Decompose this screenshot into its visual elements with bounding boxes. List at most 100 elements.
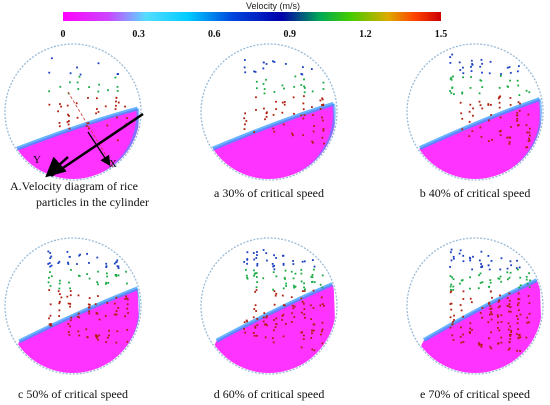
particle xyxy=(67,323,70,325)
particle xyxy=(49,252,52,254)
particle xyxy=(266,324,268,327)
particle xyxy=(478,342,480,344)
particle xyxy=(449,90,452,92)
particle xyxy=(489,308,492,310)
panel-caption: d 60% of critical speed xyxy=(214,387,325,401)
particle xyxy=(88,306,91,309)
particle xyxy=(301,311,303,314)
particle xyxy=(281,319,284,321)
particle xyxy=(67,123,70,126)
particle xyxy=(300,114,303,117)
particle xyxy=(48,317,50,320)
particle xyxy=(49,285,52,287)
particle xyxy=(477,287,480,290)
particle xyxy=(508,276,511,279)
particle xyxy=(255,108,257,111)
particle xyxy=(116,265,119,268)
particle xyxy=(499,275,502,278)
particle xyxy=(105,281,108,284)
particle xyxy=(489,60,492,63)
particle xyxy=(116,259,119,262)
particle xyxy=(96,108,98,110)
particle xyxy=(57,262,60,265)
particle xyxy=(478,343,481,346)
particle xyxy=(462,290,465,293)
particle xyxy=(489,279,492,281)
particle xyxy=(525,124,528,127)
particle xyxy=(300,84,303,86)
particle xyxy=(462,66,464,69)
bed-surface-layer xyxy=(211,101,335,151)
particle xyxy=(517,309,520,312)
panel-caption: c 50% of critical speed xyxy=(18,387,128,401)
particle xyxy=(265,316,268,319)
particle xyxy=(460,112,463,115)
particle xyxy=(300,272,303,275)
particle xyxy=(69,290,72,292)
particle xyxy=(519,336,522,339)
particle xyxy=(95,334,97,337)
particle xyxy=(88,310,90,313)
particle xyxy=(510,264,513,267)
particle xyxy=(468,135,471,138)
particle xyxy=(262,83,265,85)
particle xyxy=(479,79,482,82)
colorbar-tick-label: 1.5 xyxy=(435,29,448,40)
particle xyxy=(253,269,255,272)
particle xyxy=(281,314,284,317)
particle xyxy=(79,253,82,256)
particle xyxy=(252,252,255,254)
particle xyxy=(311,140,314,143)
particle xyxy=(508,142,511,145)
particle xyxy=(451,276,454,279)
particle xyxy=(480,136,483,138)
particle xyxy=(254,290,257,293)
particle xyxy=(517,302,520,304)
particle xyxy=(48,289,51,291)
particle xyxy=(516,268,519,271)
particle xyxy=(461,91,464,94)
particle xyxy=(300,297,303,300)
particle xyxy=(272,271,275,274)
particle xyxy=(262,277,265,280)
particle xyxy=(509,104,512,106)
particle xyxy=(311,276,314,279)
particle xyxy=(497,277,500,280)
particle xyxy=(303,87,306,89)
particle xyxy=(303,282,305,285)
particle xyxy=(498,86,501,89)
particle xyxy=(256,254,258,256)
particle xyxy=(479,65,482,68)
particle xyxy=(96,312,99,315)
particle xyxy=(309,304,312,307)
particle xyxy=(462,333,464,336)
particle xyxy=(281,111,284,114)
particle xyxy=(265,63,268,65)
particle xyxy=(285,282,288,285)
particle xyxy=(499,305,501,308)
particle xyxy=(509,79,512,82)
particle xyxy=(516,259,518,262)
particle xyxy=(460,279,463,282)
colorbar-tick-label: 0 xyxy=(61,29,66,40)
particle xyxy=(506,271,509,274)
particle xyxy=(320,333,322,336)
particle xyxy=(300,346,303,349)
panel-b: b 40% of critical speed xyxy=(406,43,544,200)
particle xyxy=(254,326,257,329)
particle xyxy=(321,330,323,333)
particle xyxy=(320,104,323,106)
particle xyxy=(255,96,257,99)
particle xyxy=(509,325,512,328)
particle xyxy=(472,255,474,258)
particle xyxy=(479,312,482,314)
particle xyxy=(519,102,521,105)
particle xyxy=(292,96,295,99)
particle xyxy=(262,67,265,70)
particle xyxy=(528,286,531,289)
particle xyxy=(117,265,120,268)
particle xyxy=(459,335,462,338)
particle xyxy=(266,111,268,114)
particle xyxy=(300,268,303,271)
particle xyxy=(87,122,90,125)
